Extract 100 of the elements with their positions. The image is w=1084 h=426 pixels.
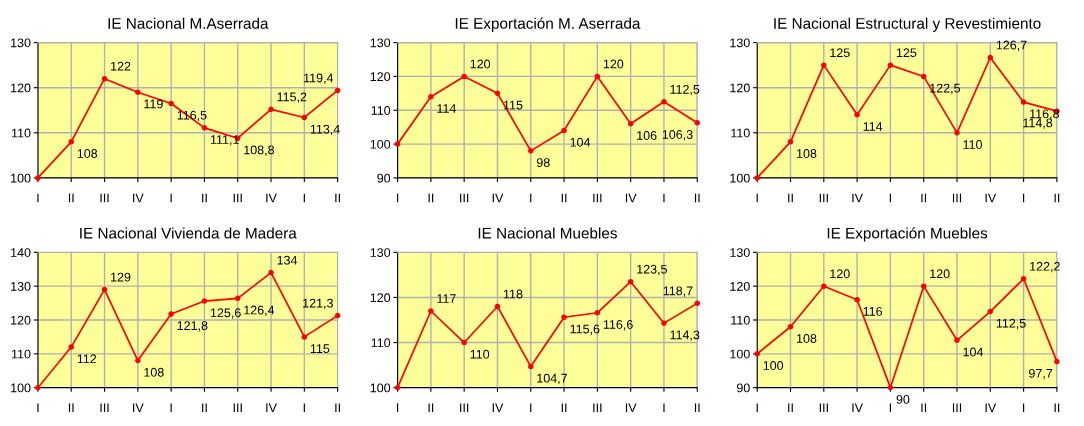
x-tick-label: I [663,193,665,203]
y-tick-label: 110 [371,106,391,115]
y-tick-label: 120 [370,72,391,82]
point [101,286,108,293]
point [234,295,241,302]
x-tick-label: I [396,403,399,412]
y-tick-label: 90 [736,383,750,393]
x-tick-label: III [100,193,109,203]
point [461,339,467,346]
x-tick-label: I [396,193,399,203]
y-tick-label: 120 [11,315,31,325]
data-label: 129 [111,272,131,282]
x-tick-label: III [100,403,109,412]
data-label: 112,5 [996,318,1026,330]
y-tick-label: 130 [370,248,391,257]
point [135,89,141,95]
data-label: 114 [437,104,456,113]
y-tick-label: 130 [11,281,31,291]
data-label: 90 [896,394,910,404]
data-label: 134 [277,255,298,265]
x-tick-label: I [170,193,172,203]
point [428,308,434,314]
x-tick-label: I [663,403,665,412]
point [987,308,994,315]
x-tick-label: I [889,193,891,203]
data-label: 115 [503,100,523,110]
point [68,344,75,350]
point [1054,358,1060,365]
y-tick-label: 100 [11,383,31,393]
point [694,300,701,307]
x-tick-label: II [335,193,340,203]
point [887,62,894,68]
point [594,73,601,80]
point [594,310,601,316]
x-tick-label: I [170,403,172,412]
point [627,121,634,127]
x-tick-label: IV [266,403,277,412]
chart-title: IE Nacional Estructural y Revestimiento [774,17,1041,32]
point [135,357,141,364]
data-label: 126,7 [996,40,1027,51]
data-label: 108 [144,367,164,377]
x-tick-label: III [819,403,828,412]
x-tick-label: II [694,403,700,412]
chart-title: IE Nacional Muebles [478,227,617,239]
point [787,139,794,145]
chart-title: IE Exportación Muebles [827,227,988,242]
data-label: 110 [470,349,490,359]
point [461,73,467,80]
data-label: 108 [797,149,817,158]
data-label: 104 [570,137,591,147]
x-tick-label: I [37,193,39,203]
data-label: 125 [830,48,850,58]
point [1020,275,1027,282]
data-label: 117 [437,294,456,303]
point [987,54,994,61]
point [494,303,501,310]
point [854,111,860,118]
point [301,334,308,340]
x-tick-label: II [335,403,340,412]
point [561,127,567,134]
point [101,75,108,82]
point [268,269,274,276]
x-tick-label: IV [625,403,637,412]
data-label: 112,5 [670,84,700,96]
y-tick-label: 100 [730,349,750,359]
point [201,298,208,304]
point [1020,99,1027,105]
point [561,314,567,321]
y-tick-label: 100 [370,383,391,393]
x-tick-label: III [460,403,469,412]
x-tick-label: I [889,403,891,412]
x-tick-label: II [202,403,207,412]
x-tick-label: II [68,193,74,203]
x-tick-label: I [303,193,305,203]
data-label: 120 [470,59,491,69]
y-tick-label: 110 [12,349,31,359]
data-label: 111,1 [210,135,239,146]
y-tick-label: 110 [731,128,750,138]
x-tick-label: II [1054,403,1060,412]
data-label: 114,3 [670,330,700,341]
data-label: 122,2 [1030,261,1060,273]
y-tick-label: 110 [12,128,31,138]
point [920,283,927,289]
data-label: 115 [310,344,330,354]
x-tick-label: IV [266,193,277,203]
point [920,73,927,80]
point [694,119,701,126]
data-label: 115,2 [277,92,307,103]
x-tick-label: III [460,193,469,203]
point [527,363,534,370]
data-label: 112 [77,354,97,364]
x-tick-label: III [233,193,242,203]
point [627,278,634,285]
data-label: 118 [503,289,523,299]
x-tick-label: III [819,193,828,203]
x-tick-label: II [561,403,567,412]
y-tick-label: 130 [11,38,31,48]
x-tick-label: I [756,403,758,412]
x-tick-label: II [1054,193,1060,203]
y-tick-label: 100 [730,173,750,183]
